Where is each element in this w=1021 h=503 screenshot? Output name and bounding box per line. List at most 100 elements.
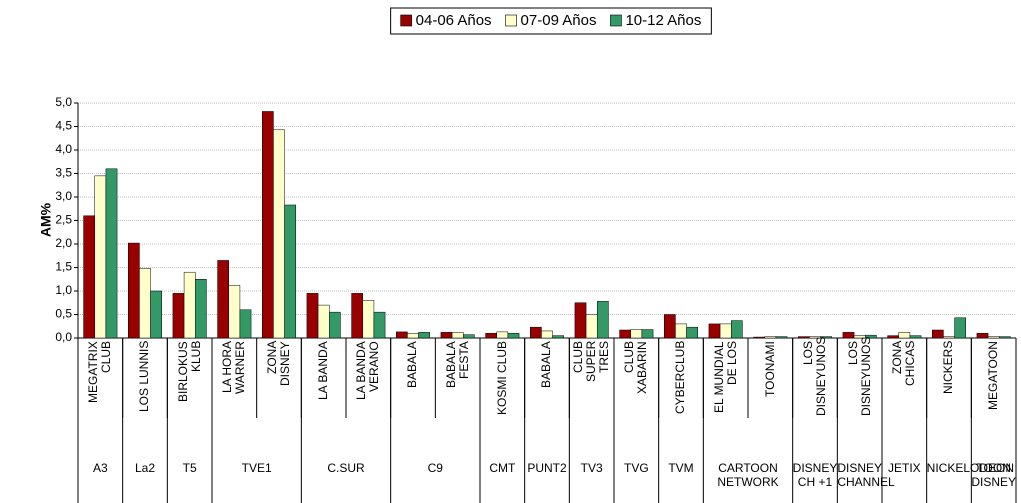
bar <box>217 260 229 339</box>
bar <box>195 279 207 339</box>
bar <box>909 335 922 339</box>
bar <box>273 129 285 339</box>
group-label: TVM <box>668 461 694 475</box>
y-tick-label: 0,5 <box>55 307 72 321</box>
bar <box>172 293 185 339</box>
group-label: JETIX <box>887 461 921 475</box>
y-axis-label: AM% <box>38 202 54 237</box>
bar <box>585 314 598 339</box>
x-tick-label: LOS DISNEYUNOS <box>837 336 882 416</box>
x-tick-label: MEGATOON <box>971 341 1016 416</box>
x-tick-label: LA BANDA VERANO <box>346 341 391 416</box>
x-tick-text: ZONA DISNEY <box>264 341 292 386</box>
x-tick-text: ZONA CHICAS <box>890 341 918 387</box>
x-tick-label: CYBERCLUB <box>659 341 704 416</box>
bar <box>552 335 564 339</box>
y-tick-label: 2,0 <box>55 236 72 250</box>
bar <box>887 335 899 339</box>
bar <box>619 329 631 339</box>
x-tick-label: BABALA <box>391 341 436 416</box>
x-tick-text: LA BANDA <box>316 341 331 400</box>
bar <box>83 215 96 339</box>
x-tick-text: CYBERCLUB <box>673 341 688 415</box>
bar <box>641 329 654 339</box>
x-tick-label: LA HORA WARNER <box>212 341 257 416</box>
bar <box>228 285 241 339</box>
x-tick-label: MEGATRIX CLUB <box>78 341 123 416</box>
bar <box>373 311 386 339</box>
x-tick-text: CLUB XABARIN <box>622 341 650 394</box>
bar <box>183 271 196 339</box>
x-tick-text: CLUB SUPER TRES <box>571 341 612 383</box>
x-tick-label: EL MUNDIAL DE LOS <box>703 341 748 416</box>
bar <box>987 336 1000 339</box>
bar <box>574 302 587 339</box>
group-label: C.SUR <box>327 461 365 475</box>
bar <box>842 332 855 339</box>
x-tick-label: KOSMI CLUB <box>480 341 525 416</box>
bar <box>541 330 553 339</box>
group-label: PUNT2 <box>527 461 567 475</box>
x-tick-label: BABALA FESTA <box>435 341 480 416</box>
bar <box>496 331 509 339</box>
bar <box>976 333 989 339</box>
bar <box>675 323 687 339</box>
x-tick-text: BABALA <box>539 341 554 388</box>
x-tick-label: TOONAMI <box>748 341 793 416</box>
bar <box>954 317 966 339</box>
bar <box>105 168 118 339</box>
x-tick-text: TOONAMI <box>762 341 777 397</box>
bar <box>451 332 464 339</box>
x-tick-label: ZONA DISNEY <box>257 341 302 416</box>
bar <box>463 334 475 339</box>
bar <box>262 111 274 339</box>
bar <box>128 242 140 339</box>
bar <box>775 336 788 339</box>
bar <box>396 331 408 339</box>
group-label: DISNEY CH +1 <box>792 461 838 489</box>
group-label: TVE1 <box>241 461 272 475</box>
bar <box>999 336 1011 339</box>
x-tick-text: BABALA FESTA <box>443 341 471 388</box>
y-tick-label: 2,5 <box>55 213 72 227</box>
bar <box>820 336 832 339</box>
y-tick-label: 3,5 <box>55 166 72 180</box>
legend-label: 07-09 Años <box>521 12 597 29</box>
y-tick-label: 1,0 <box>55 283 72 297</box>
bar <box>798 336 810 339</box>
x-tick-text: LOS DISNEYUNOS <box>845 336 873 416</box>
x-tick-label: CLUB XABARIN <box>614 341 659 416</box>
y-tick-label: 0,0 <box>55 330 72 344</box>
bar <box>943 336 955 339</box>
bar <box>507 333 520 339</box>
group-label: A3 <box>92 461 108 475</box>
bar <box>898 332 911 339</box>
legend-label: 10-12 Años <box>625 12 701 29</box>
x-tick-text: LA BANDA VERANO <box>354 341 382 400</box>
x-tick-label: ZONA CHICAS <box>882 341 927 416</box>
x-tick-label: CLUB SUPER TRES <box>569 341 614 416</box>
bar <box>708 323 721 339</box>
legend-swatch <box>610 14 622 27</box>
y-tick-label: 5,0 <box>55 95 72 109</box>
group-label: DISNEY CHANNEL <box>837 461 895 489</box>
bar <box>150 290 162 339</box>
bar <box>306 293 319 339</box>
bar <box>239 309 252 339</box>
x-tick-label: BIRLOKUS KLUB <box>167 341 212 416</box>
bar <box>362 300 375 339</box>
x-tick-text: KOSMI CLUB <box>494 341 509 416</box>
group-label: NICKELODEON <box>926 461 1015 475</box>
bar <box>932 329 944 339</box>
bar <box>865 334 877 339</box>
bar <box>630 329 643 339</box>
bar <box>94 175 107 339</box>
bar <box>418 332 431 339</box>
y-tick-label: 4,5 <box>55 119 72 133</box>
x-tick-label: LOS LUNNIS <box>123 341 168 416</box>
x-tick-text: NICKERS <box>941 341 956 395</box>
group-label: TOON DISNEY <box>971 461 1017 489</box>
group-label: La2 <box>134 461 155 475</box>
legend-swatch <box>505 14 517 27</box>
